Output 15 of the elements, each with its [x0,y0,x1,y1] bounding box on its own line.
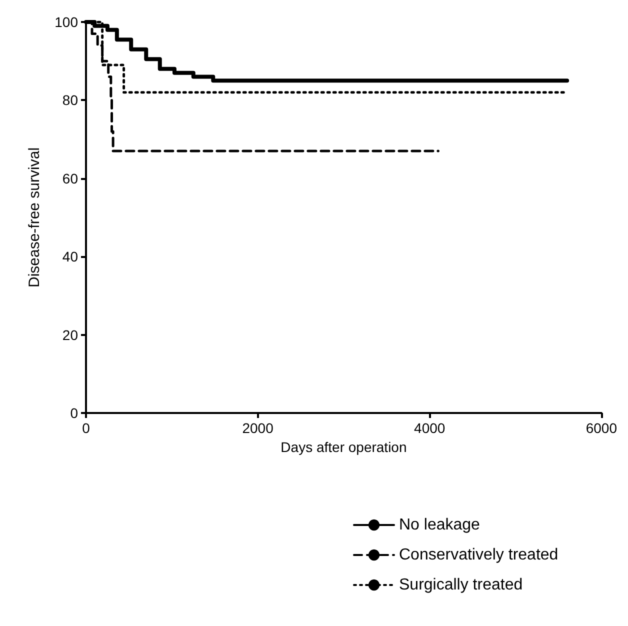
x-tick-label: 2000 [242,420,274,436]
y-axis-title: Disease-free survival [26,147,43,288]
legend-label: No leakage [399,516,480,534]
y-tick-label: 40 [62,248,78,265]
y-tick-label: 60 [62,170,78,186]
x-tick-label: 0 [82,420,90,436]
x-tick-label: 4000 [414,420,446,436]
x-tick-label: 6000 [586,420,618,436]
x-axis-title: Days after operation [280,438,407,455]
y-tick-label: 80 [62,92,78,108]
legend-label: Conservatively treated [399,546,558,564]
y-tick-label: 100 [54,14,78,30]
y-tick-label: 20 [62,326,78,343]
y-tick-label: 0 [70,405,78,421]
legend-label: Surgically treated [399,576,523,594]
